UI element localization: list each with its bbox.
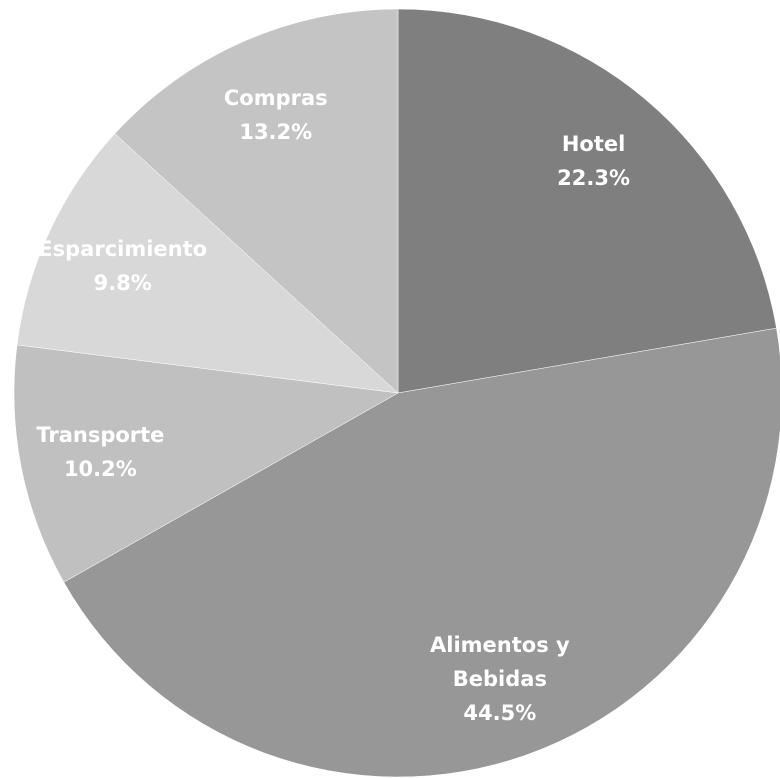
pie-slice — [114, 8, 399, 394]
slice-label: Hotel 22.3% — [509, 127, 679, 195]
category-label: Transporte — [36, 422, 165, 447]
category-label: Alimentos y Bebidas — [430, 632, 570, 691]
category-label: Esparcimiento — [38, 236, 208, 261]
pie-slice — [63, 327, 780, 778]
value-label: 9.8% — [93, 270, 152, 295]
value-label: 13.2% — [239, 120, 313, 145]
slice-label: Compras 13.2% — [191, 81, 361, 149]
value-label: 10.2% — [63, 456, 137, 481]
category-label: Compras — [223, 86, 328, 111]
pie-slice — [397, 8, 777, 394]
pie-slice — [13, 344, 399, 583]
value-label: 44.5% — [463, 700, 537, 725]
value-label: 22.3% — [557, 166, 630, 191]
slice-label: Transporte 10.2% — [15, 418, 185, 486]
pie-slice — [16, 133, 399, 394]
slice-label: Esparcimiento 9.8% — [38, 232, 208, 300]
slice-label: Alimentos y Bebidas 44.5% — [415, 628, 585, 730]
category-label: Hotel — [561, 132, 626, 157]
